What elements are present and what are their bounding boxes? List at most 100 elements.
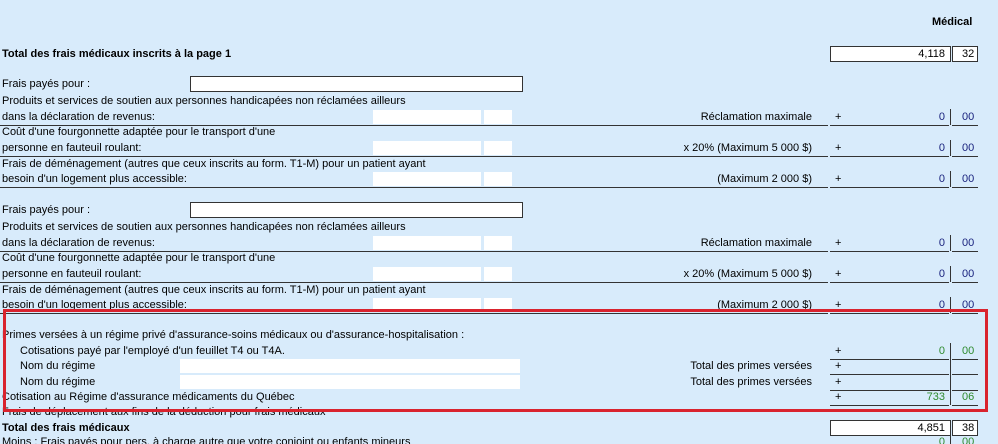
- cents-line: [952, 359, 978, 360]
- row-note: (Maximum 2 000 $): [717, 173, 812, 186]
- cents-line: [952, 313, 978, 315]
- amount-sep: [950, 389, 951, 405]
- cents-line: [952, 389, 978, 391]
- row-note: Total des primes versées: [690, 360, 812, 372]
- row-label: Produits et services de soutien aux pers…: [2, 221, 406, 233]
- sign: +: [835, 375, 842, 388]
- row-line: [0, 250, 828, 252]
- row-label: personne en fauteuil roulant:: [2, 268, 142, 280]
- amount-sep: [950, 234, 951, 251]
- amount-line: [830, 313, 949, 315]
- amount-sep: [950, 171, 951, 188]
- row-label: Nom du régime: [20, 360, 96, 372]
- row-line: [0, 124, 828, 126]
- amount-line: [830, 124, 949, 126]
- cents-line: [952, 250, 978, 252]
- amount-sep: [950, 434, 951, 444]
- amount-line: [830, 374, 949, 375]
- input-box[interactable]: [180, 374, 520, 389]
- amount-sep: [950, 140, 951, 156]
- amount-dollars: 0: [938, 268, 945, 280]
- amount-line: [830, 359, 949, 360]
- amount-line: [830, 187, 949, 189]
- cents-line: [952, 405, 978, 406]
- amount-dollars: 0: [938, 299, 945, 312]
- row-label: Frais de déménagement (autres que ceux i…: [2, 157, 426, 170]
- amount-cents: 32: [962, 48, 975, 60]
- section-title: Primes versées à un régime privé d'assur…: [2, 329, 465, 341]
- row-line: [0, 282, 828, 283]
- cents-box: [952, 46, 978, 62]
- cents-line: [952, 124, 978, 126]
- input-box[interactable]: [180, 359, 520, 373]
- row-label: personne en fauteuil roulant:: [2, 142, 142, 154]
- row-label: dans la déclaration de revenus:: [2, 110, 155, 123]
- cents-box: [952, 420, 978, 436]
- amount-cents: 00: [962, 436, 975, 444]
- input-cell[interactable]: [484, 298, 512, 313]
- highlight-box: [3, 309, 988, 412]
- amount-cents: 06: [962, 391, 975, 403]
- amount-cents: 00: [962, 236, 975, 249]
- cents-line: [952, 282, 978, 283]
- input-cell[interactable]: [373, 298, 481, 313]
- amount-cents: 00: [962, 345, 975, 357]
- sign: +: [835, 110, 842, 123]
- amount-line: [830, 405, 949, 406]
- amount-box: [830, 46, 951, 62]
- row-note: (Maximum 2 000 $): [717, 299, 812, 312]
- amount-sep: [950, 108, 951, 125]
- row-label: Moins : Frais payés pour pers. à charge …: [2, 436, 411, 444]
- row-label: Frais payés pour :: [2, 204, 91, 216]
- amount-line: [830, 156, 949, 157]
- amount-sep: [950, 358, 951, 374]
- amount-sep: [950, 343, 951, 359]
- amount-dollars: 4,851: [917, 422, 945, 434]
- amount-sep: [950, 373, 951, 390]
- input-cell[interactable]: [484, 109, 512, 124]
- input-cell[interactable]: [484, 235, 512, 250]
- cents-line: [952, 374, 978, 375]
- sign: +: [835, 268, 842, 280]
- input-cell[interactable]: [373, 235, 481, 250]
- amount-cents: 00: [962, 173, 975, 186]
- row-note: x 20% (Maximum 5 000 $): [683, 142, 812, 154]
- input-cell[interactable]: [484, 172, 512, 187]
- row-label: Total des frais médicaux inscrits à la p…: [2, 48, 232, 60]
- amount-dollars: 0: [938, 236, 945, 249]
- row-note: Réclamation maximale: [700, 236, 812, 249]
- input-cell[interactable]: [484, 141, 512, 155]
- amount-dollars: 0: [938, 110, 945, 123]
- row-label: Cotisation au Régime d'assurance médicam…: [2, 391, 295, 403]
- amount-dollars: 0: [938, 142, 945, 154]
- sign: +: [835, 360, 842, 372]
- input-cell[interactable]: [373, 109, 481, 124]
- amount-dollars: 0: [938, 345, 945, 357]
- row-line: [0, 156, 828, 157]
- input-cell[interactable]: [373, 267, 481, 281]
- input-cell[interactable]: [373, 141, 481, 155]
- amount-dollars: 4,118: [918, 48, 945, 60]
- cents-line: [952, 187, 978, 189]
- input-box[interactable]: [190, 76, 523, 92]
- row-label: besoin d'un logement plus accessible:: [2, 299, 187, 312]
- amount-cents: 38: [962, 422, 975, 434]
- amount-sep: [950, 266, 951, 282]
- input-box[interactable]: [190, 202, 523, 218]
- row-label: Total des frais médicaux: [2, 422, 130, 434]
- sign: +: [835, 299, 842, 312]
- amount-dollars: 0: [938, 436, 945, 444]
- row-label: Nom du régime: [20, 375, 96, 388]
- amount-cents: 00: [962, 299, 975, 312]
- amount-dollars: 733: [926, 391, 945, 403]
- sign: +: [835, 345, 842, 357]
- input-cell[interactable]: [373, 172, 481, 187]
- row-note: x 20% (Maximum 5 000 $): [683, 268, 812, 280]
- cents-line: [952, 156, 978, 157]
- input-cell[interactable]: [484, 267, 512, 281]
- amount-line: [830, 282, 949, 283]
- row-label: besoin d'un logement plus accessible:: [2, 173, 187, 186]
- row-label: Frais de déménagement (autres que ceux i…: [2, 283, 426, 296]
- row-label: Produits et services de soutien aux pers…: [2, 95, 406, 107]
